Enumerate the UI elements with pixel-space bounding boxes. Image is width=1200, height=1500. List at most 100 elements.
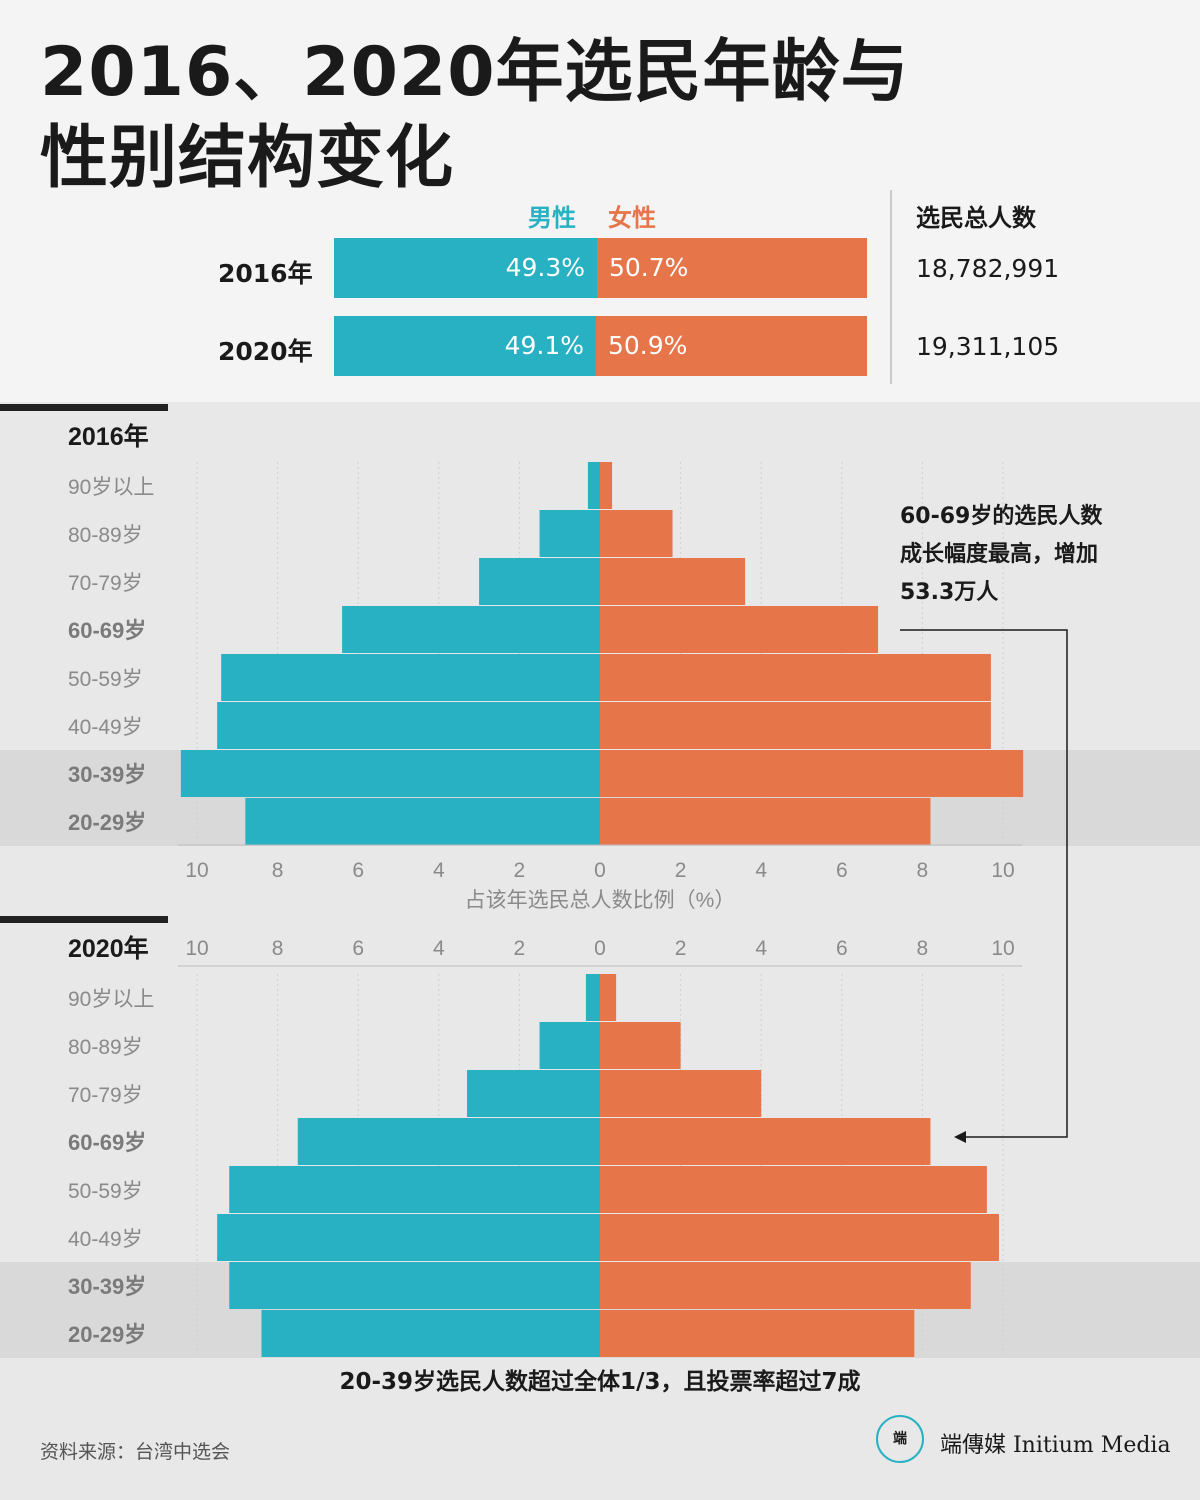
bar-female — [600, 1022, 681, 1069]
x-tick-label: 2 — [514, 937, 526, 960]
x-tick-label: 10 — [991, 859, 1014, 882]
bar-female — [600, 462, 613, 509]
category-label: 80-89岁 — [68, 524, 143, 547]
bar-male — [539, 510, 600, 557]
bar-female — [600, 798, 931, 845]
bar-female — [600, 606, 879, 653]
split-bar-male-2016: 49.3% — [334, 238, 597, 298]
annotation-line-3: 53.3万人 — [900, 580, 999, 605]
category-label: 50-59岁 — [68, 1180, 143, 1203]
x-tick-label: 6 — [352, 937, 364, 960]
panel-year-label: 2016年 — [68, 422, 149, 451]
bar-male — [585, 974, 600, 1021]
category-label: 60-69岁 — [68, 618, 146, 643]
bar-female — [600, 702, 991, 749]
category-label: 30-39岁 — [68, 762, 146, 787]
split-divider — [890, 190, 892, 384]
bar-female — [600, 974, 617, 1021]
x-tick-label: 4 — [433, 937, 445, 960]
bar-male — [261, 1310, 600, 1357]
x-tick-label: 10 — [991, 937, 1014, 960]
bar-male — [221, 654, 600, 701]
x-tick-label: 8 — [272, 859, 284, 882]
title-line-1: 2016、2020年选民年龄与 — [40, 33, 910, 112]
x-tick-label: 6 — [836, 859, 848, 882]
panel-header-bar — [0, 916, 168, 923]
bar-male — [342, 606, 600, 653]
x-tick-label: 6 — [836, 937, 848, 960]
bar-female — [600, 1070, 762, 1117]
annotation-connector — [900, 629, 1068, 1138]
bar-female — [600, 1118, 931, 1165]
category-label: 20-29岁 — [68, 1322, 146, 1347]
bar-male — [229, 1262, 601, 1309]
total-voters-header: 选民总人数 — [916, 204, 1036, 232]
x-tick-label: 4 — [433, 859, 445, 882]
annotation-line-2: 成长幅度最高，增加 — [900, 542, 1099, 567]
x-tick-label: 8 — [272, 937, 284, 960]
x-tick-label: 6 — [352, 859, 364, 882]
legend-male: 男性 — [528, 204, 576, 232]
bar-female — [600, 1214, 999, 1261]
panel-header-bar — [0, 404, 168, 411]
category-label: 20-29岁 — [68, 810, 146, 835]
category-label: 50-59岁 — [68, 668, 143, 691]
arrow-head-icon — [954, 1131, 966, 1143]
category-label: 40-49岁 — [68, 716, 143, 739]
split-year-2016: 2016年 — [218, 259, 313, 288]
x-tick-label: 8 — [917, 859, 929, 882]
bar-male — [539, 1022, 600, 1069]
category-label: 70-79岁 — [68, 572, 143, 595]
category-label: 40-49岁 — [68, 1228, 143, 1251]
x-tick-label: 10 — [185, 937, 208, 960]
bar-female — [600, 1310, 915, 1357]
bar-male — [180, 750, 600, 797]
bar-female — [600, 750, 1024, 797]
category-label: 80-89岁 — [68, 1036, 143, 1059]
category-label: 90岁以上 — [68, 476, 154, 499]
bar-male — [245, 798, 601, 845]
x-tick-label: 0 — [594, 859, 606, 882]
bar-female — [600, 654, 991, 701]
bar-male — [587, 462, 600, 509]
x-tick-label: 2 — [675, 859, 687, 882]
x-tick-label: 10 — [185, 859, 208, 882]
growth-annotation: 60-69岁的选民人数 成长幅度最高，增加 53.3万人 — [900, 498, 1170, 612]
bar-male — [467, 1070, 600, 1117]
brand-logo-icon: 端 — [876, 1415, 924, 1463]
bar-male — [297, 1118, 600, 1165]
x-tick-label: 4 — [755, 937, 767, 960]
category-label: 60-69岁 — [68, 1130, 146, 1155]
total-voters-2020: 19,311,105 — [916, 332, 1060, 361]
x-axis-title: 占该年选民总人数比例（%） — [465, 889, 736, 912]
category-label: 90岁以上 — [68, 988, 154, 1011]
x-tick-label: 8 — [917, 937, 929, 960]
bar-female — [600, 1166, 987, 1213]
bar-male — [479, 558, 600, 605]
x-tick-label: 4 — [755, 859, 767, 882]
split-year-2020: 2020年 — [218, 337, 313, 366]
annotation-line-1: 60-69岁的选民人数 — [900, 504, 1103, 529]
legend-female: 女性 — [608, 204, 656, 232]
split-bar-male-2020: 49.1% — [334, 316, 596, 376]
x-tick-label: 0 — [594, 937, 606, 960]
x-tick-label: 2 — [675, 937, 687, 960]
brand-name: 端傳媒 Initium Media — [940, 1433, 1171, 1458]
bar-male — [217, 702, 600, 749]
page-title: 2016、2020年选民年龄与 性别结构变化 — [40, 30, 940, 202]
split-bar-female-2016: 50.7% — [597, 238, 867, 298]
bar-male — [217, 1214, 600, 1261]
bar-female — [600, 1262, 971, 1309]
total-voters-2016: 18,782,991 — [916, 254, 1060, 283]
title-line-2: 性别结构变化 — [40, 119, 455, 198]
footer-note: 20-39岁选民人数超过全体1/3，且投票率超过7成 — [339, 1369, 861, 1395]
panel-year-label: 2020年 — [68, 934, 149, 963]
split-bar-female-2020: 50.9% — [596, 316, 867, 376]
source-note: 资料来源：台湾中选会 — [40, 1441, 231, 1463]
category-label: 70-79岁 — [68, 1084, 143, 1107]
x-tick-label: 2 — [514, 859, 526, 882]
category-label: 30-39岁 — [68, 1274, 146, 1299]
bar-male — [229, 1166, 601, 1213]
bar-female — [600, 558, 746, 605]
